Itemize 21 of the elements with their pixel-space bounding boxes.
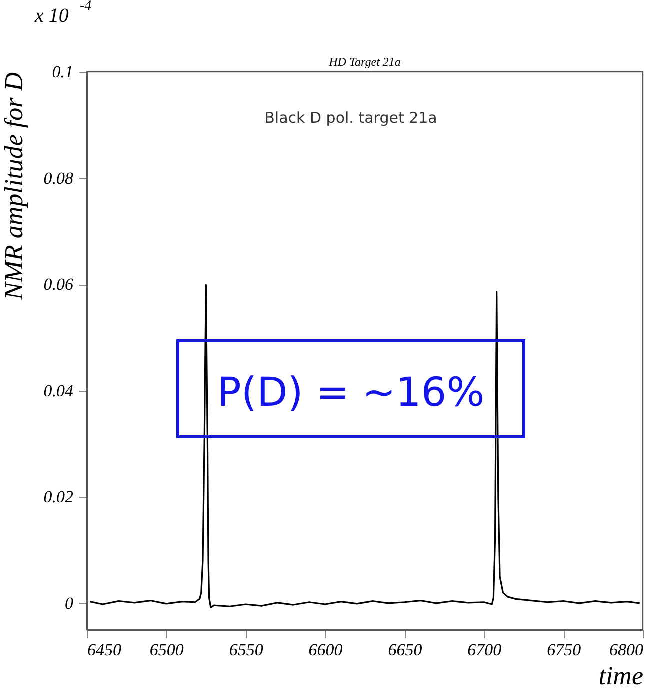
y-tick-label: 0.02 — [44, 488, 74, 507]
annotation: Black D pol. target 21a — [264, 109, 438, 127]
y-tick-label: 0.1 — [52, 62, 74, 82]
x-tick-label: 6450 — [88, 640, 122, 660]
x-tick-label: 6750 — [547, 640, 582, 660]
chart-title: HD Target 21a — [328, 55, 401, 69]
x-tick-label: 6500 — [150, 640, 184, 660]
y-axis-title: NMR amplitude for D — [0, 72, 28, 301]
x-tick-label: 6550 — [229, 640, 264, 660]
line-series — [89, 284, 641, 608]
x-tick-label: 6650 — [388, 640, 423, 660]
y-tick-label: 0.04 — [44, 381, 74, 400]
x-tick-label: 6700 — [468, 640, 502, 660]
y-tick-label: 0.06 — [44, 275, 74, 294]
x-tick-label: 6600 — [308, 640, 344, 660]
x-tick-label: 6800 — [610, 640, 644, 660]
text: x 10-4 — [34, 0, 92, 27]
x-axis-title: time — [598, 662, 644, 688]
y-tick-label: 0.08 — [44, 168, 74, 188]
y-tick-label: 0 — [65, 594, 74, 613]
annotation: P(D) = ~16% — [217, 370, 485, 416]
